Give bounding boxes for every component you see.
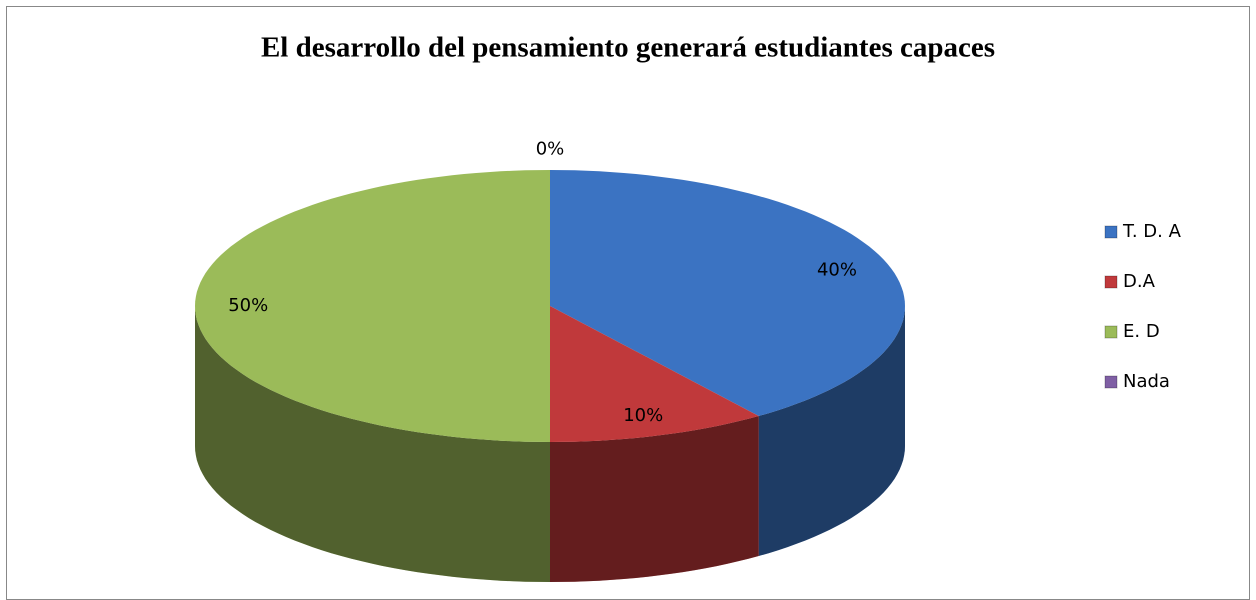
data-label: 40% — [817, 259, 857, 280]
chart-title: El desarrollo del pensamiento generará e… — [261, 32, 995, 64]
legend-swatch — [1104, 275, 1118, 289]
slice-side-shade — [758, 306, 905, 556]
legend-swatch — [1104, 225, 1118, 239]
legend-label: E. D — [1123, 321, 1160, 342]
slice-side-shade — [550, 416, 759, 582]
data-label: 0% — [536, 139, 565, 160]
slice-side-shade — [195, 306, 550, 582]
slice-side — [758, 306, 905, 556]
pie-slice — [550, 306, 759, 582]
pie-slice — [195, 170, 550, 582]
slice-top — [550, 170, 905, 416]
legend-label: Nada — [1123, 371, 1170, 392]
slice-side — [195, 306, 550, 582]
legend-label: D.A — [1123, 271, 1156, 292]
data-label: 50% — [228, 295, 268, 316]
slice-side — [550, 416, 759, 582]
data-label: 10% — [623, 405, 663, 426]
legend-label: T. D. A — [1122, 221, 1182, 242]
legend-swatch — [1104, 325, 1118, 339]
legend-swatch — [1104, 375, 1118, 389]
slice-top — [195, 170, 550, 442]
pie-slice — [550, 170, 905, 556]
slice-top — [550, 306, 759, 442]
